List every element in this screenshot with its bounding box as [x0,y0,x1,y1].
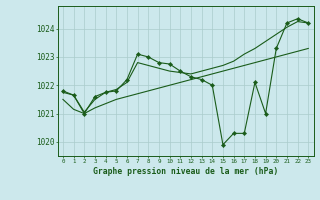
X-axis label: Graphe pression niveau de la mer (hPa): Graphe pression niveau de la mer (hPa) [93,167,278,176]
